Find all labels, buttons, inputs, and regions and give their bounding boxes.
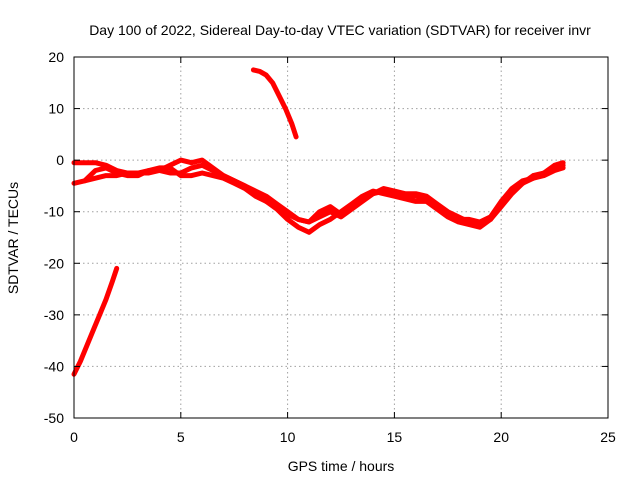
series-line-arc-descending — [250, 67, 299, 140]
grid-lines — [74, 57, 608, 418]
series-line-arc-main-c — [82, 162, 566, 225]
x-tick-label: 10 — [280, 429, 296, 445]
y-axis-title: SDTVAR / TECUs — [5, 182, 21, 294]
y-tick-label: 10 — [48, 101, 64, 117]
x-tick-label: 15 — [387, 429, 403, 445]
chart-title: Day 100 of 2022, Sidereal Day-to-day VTE… — [89, 22, 591, 38]
x-axis-title: GPS time / hours — [288, 458, 395, 474]
x-tick-label: 0 — [70, 429, 78, 445]
y-tick-label: -50 — [44, 410, 64, 426]
plot-frame — [73, 56, 609, 419]
x-tick-label: 20 — [493, 429, 509, 445]
data-series — [71, 67, 566, 377]
y-tick-label: -10 — [44, 204, 64, 220]
x-tick-label: 25 — [600, 429, 616, 445]
y-tick-label: 20 — [48, 49, 64, 65]
x-tick-label: 5 — [177, 429, 185, 445]
y-tick-label: -20 — [44, 255, 64, 271]
series-line-arc-rising-early — [71, 265, 120, 377]
y-tick-label: -30 — [44, 307, 64, 323]
axis-ticks: 0 5 10 15 20 25 20 10 0 -10 -20 -30 -40 -50 — [44, 49, 616, 445]
y-tick-label: -40 — [44, 358, 64, 374]
y-tick-label: 0 — [56, 152, 64, 168]
